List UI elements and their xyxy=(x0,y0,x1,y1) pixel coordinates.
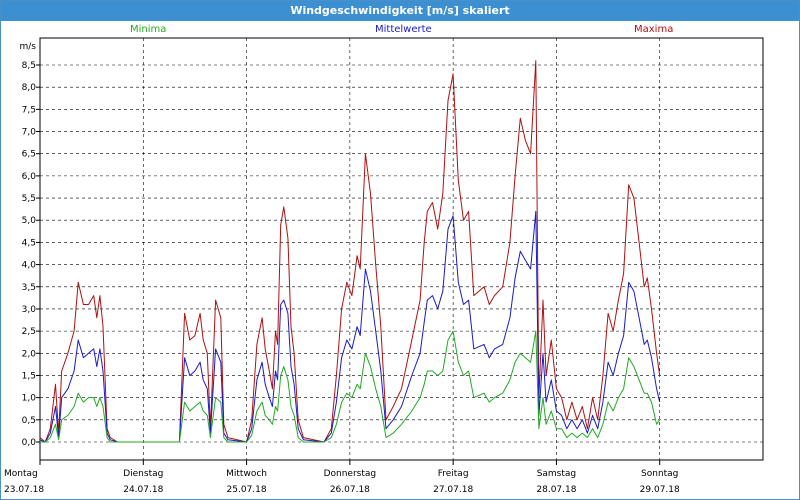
y-tick-label: 1,0 xyxy=(22,394,37,404)
y-tick-label: 7,5 xyxy=(22,105,36,115)
x-date-label: 27.07.18 xyxy=(433,485,473,495)
y-tick-label: 6,0 xyxy=(22,172,37,182)
x-day-label: Samstag xyxy=(537,469,576,479)
x-day-label: Mittwoch xyxy=(226,469,267,479)
y-tick-label: 6,5 xyxy=(22,150,36,160)
x-date-label: 29.07.18 xyxy=(640,485,680,495)
x-day-label: Sonntag xyxy=(641,469,678,479)
x-date-label: 26.07.18 xyxy=(330,485,370,495)
y-tick-label: 3,5 xyxy=(22,283,36,293)
series-lines xyxy=(39,60,661,443)
legend-mittelwerte: Mittelwerte xyxy=(375,24,432,35)
series-line-minima xyxy=(40,330,661,443)
axes xyxy=(36,37,764,465)
x-day-label: Freitag xyxy=(438,469,469,479)
y-axis-unit: m/s xyxy=(20,42,37,52)
y-tick-label: 5,0 xyxy=(22,216,37,226)
tick-labels: 0,0 0,5 1,0 1,5 2,0 2,5 3,0 3,5 4,0 4,5 5,0 5,5 6,0 6… xyxy=(4,42,680,495)
legend-minima: Minima xyxy=(130,24,167,35)
window-title: Windgeschwindigkeit [m/s] skaliert xyxy=(1,1,799,21)
y-tick-label: 4,5 xyxy=(22,238,36,248)
y-tick-label: 8,0 xyxy=(22,83,37,93)
y-tick-label: 1,5 xyxy=(22,371,36,381)
y-tick-label: 3,0 xyxy=(22,305,37,315)
x-date-label: 25.07.18 xyxy=(227,485,267,495)
series-line-mittelwerte xyxy=(39,210,661,443)
y-tick-label: 2,5 xyxy=(22,327,36,337)
x-date-label: 24.07.18 xyxy=(123,485,163,495)
x-day-label: Donnerstag xyxy=(324,469,377,479)
y-tick-label: 2,0 xyxy=(22,349,37,359)
y-tick-label: 5,5 xyxy=(22,194,36,204)
x-date-label: 28.07.18 xyxy=(536,485,576,495)
y-tick-label: 8,5 xyxy=(22,61,36,71)
y-tick-label: 7,0 xyxy=(22,128,37,138)
plot-frame xyxy=(39,37,764,461)
legend-maxima: Maxima xyxy=(634,24,674,35)
x-day-label: Dienstag xyxy=(123,469,163,479)
y-tick-label: 4,0 xyxy=(22,261,37,271)
y-tick-label: 0,0 xyxy=(22,438,37,448)
x-date-label: 23.07.18 xyxy=(4,485,44,495)
y-tick-label: 0,5 xyxy=(22,416,36,426)
grid xyxy=(40,38,763,460)
x-day-label: Montag xyxy=(4,469,38,479)
